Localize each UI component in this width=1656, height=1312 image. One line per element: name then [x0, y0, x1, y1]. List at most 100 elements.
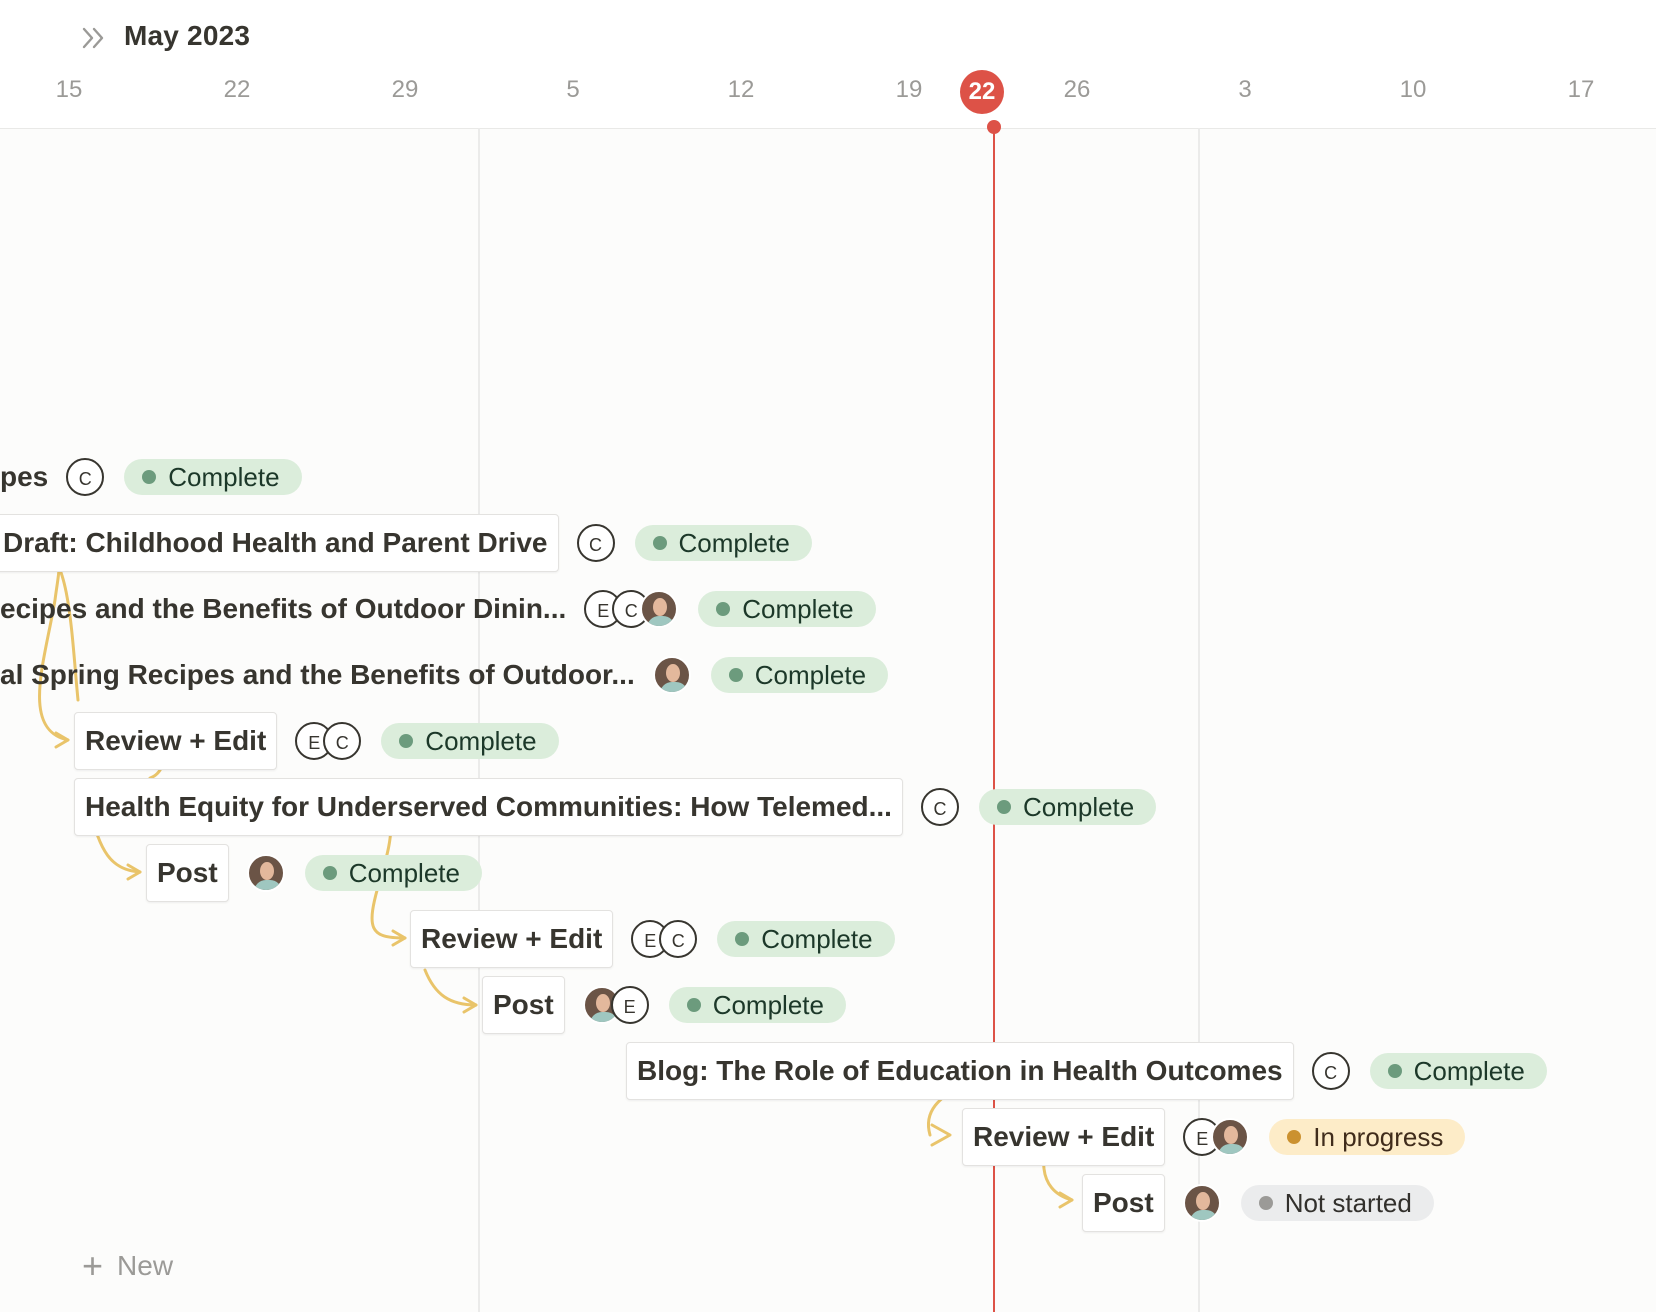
status-badge[interactable]: Complete [304, 855, 482, 891]
avatar: C [659, 920, 698, 958]
status-badge[interactable]: In progress [1269, 1119, 1466, 1155]
status-dot-icon [728, 668, 743, 682]
status-label: Complete [168, 461, 280, 492]
status-label: Complete [348, 857, 460, 888]
status-dot-icon [686, 998, 701, 1012]
date-tick: 3 [1238, 76, 1252, 103]
task-title[interactable]: Review + Edit [410, 910, 614, 968]
timeline-row[interactable]: Review + Edit E C Complete [74, 712, 559, 770]
avatar: C [1311, 1052, 1350, 1090]
status-dot-icon [735, 932, 750, 946]
month-label: May 2023 [124, 20, 251, 51]
date-tick: 19 [895, 76, 923, 103]
date-tick: 17 [1567, 76, 1595, 103]
date-tick: 26 [1063, 76, 1091, 103]
avatar-photo [246, 854, 285, 892]
status-dot-icon [142, 470, 157, 484]
timeline-row[interactable]: ecipes and the Benefits of Outdoor Dinin… [0, 581, 876, 637]
status-badge[interactable]: Complete [1369, 1053, 1547, 1089]
task-title[interactable]: Review + Edit [74, 712, 278, 770]
timeline-row[interactable]: Post Complete [146, 844, 482, 902]
status-dot-icon [1287, 1130, 1302, 1144]
dependency-arrow [1058, 1191, 1074, 1209]
timeline-row[interactable]: al Spring Recipes and the Benefits of Ou… [0, 647, 889, 703]
status-dot-icon [652, 536, 667, 550]
task-title[interactable]: Post [146, 844, 229, 902]
status-badge[interactable]: Complete [668, 987, 846, 1023]
status-dot-icon [996, 800, 1011, 814]
timeline-row[interactable]: Post Not started [1082, 1174, 1434, 1232]
date-tick: 29 [391, 76, 419, 103]
status-dot-icon [1258, 1196, 1273, 1210]
status-badge[interactable]: Complete [710, 657, 889, 693]
assignees [652, 656, 691, 694]
assignees: E [1183, 1118, 1250, 1156]
task-title[interactable]: Post [1082, 1174, 1165, 1232]
assignees: C [920, 788, 959, 826]
assignees [1182, 1184, 1221, 1222]
task-title[interactable]: Health Equity for Underserved Communitie… [74, 778, 903, 836]
task-title[interactable]: pes [0, 461, 49, 492]
double-chevron-right-icon[interactable] [80, 24, 108, 52]
task-title[interactable]: Review + Edit [962, 1108, 1166, 1166]
timeline-row[interactable]: Review + Edit E In progress [962, 1108, 1466, 1166]
status-badge[interactable]: Complete [124, 459, 302, 495]
avatar-photo [640, 590, 679, 628]
dependency-arrow [462, 996, 478, 1014]
date-tick: 15 [55, 76, 83, 103]
new-item-button[interactable]: + New [82, 1248, 173, 1284]
task-title[interactable]: Draft: Childhood Health and Parent Drive [0, 514, 559, 572]
status-dot-icon [399, 734, 414, 748]
today-line-dot [987, 120, 1001, 134]
avatar: C [920, 788, 959, 826]
today-marker: 22 [960, 70, 1004, 114]
timeline-row[interactable]: Health Equity for Underserved Communitie… [74, 778, 1157, 836]
avatar: C [576, 524, 615, 562]
status-badge[interactable]: Complete [634, 525, 812, 561]
status-label: Complete [742, 593, 854, 624]
status-badge[interactable]: Complete [717, 921, 895, 957]
date-tick: 5 [566, 76, 580, 103]
dependency-arrow [54, 731, 70, 749]
new-item-label: New [117, 1250, 174, 1281]
assignees: E C [295, 722, 362, 760]
timeline-row[interactable]: Blog: The Role of Education in Health Ou… [626, 1042, 1547, 1100]
status-label: Complete [712, 989, 824, 1020]
status-badge[interactable]: Complete [978, 789, 1157, 825]
status-badge[interactable]: Not started [1240, 1185, 1434, 1221]
assignees: C [576, 524, 615, 562]
dependency-arrow [423, 968, 478, 1007]
status-label: Complete [1022, 791, 1135, 822]
task-title[interactable]: al Spring Recipes and the Benefits of Ou… [0, 659, 635, 690]
assignees: E C [584, 590, 679, 628]
status-dot-icon [716, 602, 731, 616]
timeline-row[interactable]: Review + Edit E C Complete [410, 910, 895, 968]
task-title[interactable]: Blog: The Role of Education in Health Ou… [626, 1042, 1294, 1100]
avatar-photo [1211, 1118, 1250, 1156]
dependency-arrow [391, 929, 407, 947]
status-label: Complete [678, 527, 790, 558]
date-tick: 10 [1399, 76, 1427, 103]
timeline-row[interactable]: pes C Complete [0, 449, 302, 505]
avatar: E [610, 986, 649, 1024]
month-divider [1198, 128, 1200, 1312]
today-line [993, 128, 995, 1312]
avatar-photo [652, 656, 691, 694]
status-dot-icon [1387, 1064, 1402, 1078]
timeline-row[interactable]: Post E Complete [482, 976, 846, 1034]
timeline-header: May 2023 15 22 29 5 12 19 26 3 10 17 22 [0, 0, 1656, 129]
task-title[interactable]: ecipes and the Benefits of Outdoor Dinin… [0, 593, 567, 624]
status-label: Complete [754, 659, 867, 690]
assignees: E C [631, 920, 698, 958]
assignees: C [1311, 1052, 1350, 1090]
status-badge[interactable]: Complete [698, 591, 876, 627]
date-tick: 22 [223, 76, 251, 103]
status-label: In progress [1313, 1121, 1444, 1152]
assignees: E [582, 986, 649, 1024]
status-label: Complete [1413, 1055, 1525, 1086]
task-title[interactable]: Post [482, 976, 565, 1034]
date-tick: 12 [727, 76, 755, 103]
timeline-row[interactable]: Draft: Childhood Health and Parent Drive… [0, 514, 812, 572]
status-badge[interactable]: Complete [381, 723, 559, 759]
status-label: Complete [761, 923, 873, 954]
